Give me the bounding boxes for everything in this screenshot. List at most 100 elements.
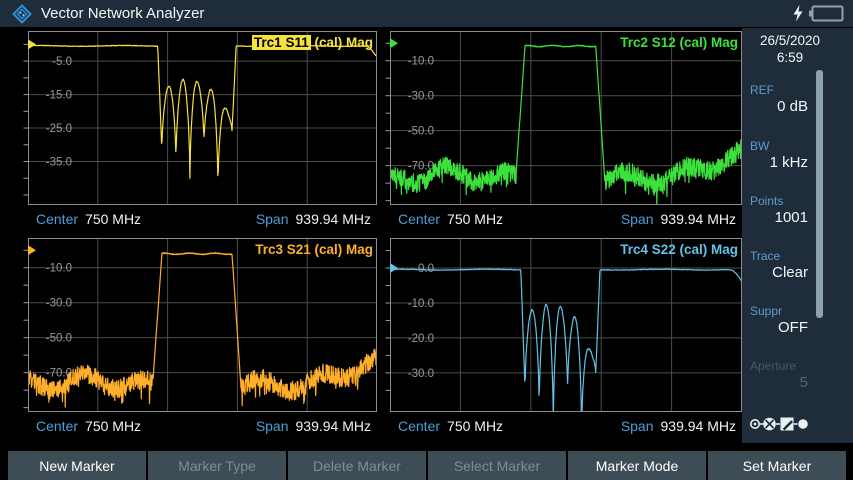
set-marker-button[interactable]: Set Marker <box>708 451 846 480</box>
param-trace[interactable]: Trace Clear <box>750 249 808 281</box>
date-value: 26/5/2020 <box>759 33 821 48</box>
y-axis-tick-label: -5.0 <box>52 56 72 68</box>
s21-trace <box>29 252 376 408</box>
trace-label-trc4: Trc4 S22 (cal) Mag <box>620 242 738 257</box>
rs-diamond-logo-icon <box>12 3 32 24</box>
param-value: OFF <box>778 319 808 336</box>
s21-chart: -10.0 -30.0 -50.0 -70.0 <box>23 238 377 412</box>
param-label: REF <box>750 83 774 97</box>
y-axis-tick-label: 0.0 <box>418 263 434 275</box>
param-ref[interactable]: REF 0 dB <box>750 83 808 115</box>
s22-chart: 0.0 -10.0 -20.0 -30.0 <box>385 238 742 412</box>
battery-icon <box>809 5 844 22</box>
two-port-dut-diagram-icon <box>750 417 808 431</box>
param-value: 1 kHz <box>769 154 808 171</box>
trace-label-trc1: Trc1 S11 (cal) Mag <box>251 35 373 50</box>
param-label: Points <box>750 194 784 208</box>
param-label: Suppr <box>750 304 783 318</box>
plot-area-s22[interactable]: 0.0 -10.0 -20.0 -30.0 Trc4 S22 (cal) Mag <box>385 238 742 412</box>
y-axis-tick-label: -50.0 <box>46 333 72 345</box>
center-label: Center <box>36 418 79 434</box>
new-marker-button[interactable]: New Marker <box>8 451 146 480</box>
plot-border <box>390 238 742 412</box>
s11-chart: -5.0 -15.0 -25.0 -35.0 <box>23 31 377 205</box>
plot-area-s21[interactable]: -10.0 -30.0 -50.0 -70.0 Trc3 S21 (cal) Mag <box>23 238 377 412</box>
span-value: 939.94 MHz <box>660 211 736 227</box>
trace-label-trc3: Trc3 S21 (cal) Mag <box>255 242 373 257</box>
time-value: 6:59 <box>776 50 804 65</box>
param-value: 1001 <box>774 209 808 226</box>
trace-label-trc2: Trc2 S12 (cal) Mag <box>620 35 738 50</box>
trace-format-label: (cal) Mag <box>310 35 373 50</box>
span-value: 939.94 MHz <box>660 418 736 434</box>
trace-id-label: Trc2 S12 <box>620 35 676 50</box>
freq-row-s21[interactable]: Center 750 MHz Span 939.94 MHz <box>28 412 377 440</box>
softkey-toolbar: New Marker Marker Type Delete Marker Sel… <box>8 451 846 480</box>
freq-row-s22[interactable]: Center 750 MHz Span 939.94 MHz <box>390 412 742 440</box>
s12-chart: -10.0 -30.0 -50.0 -70.0 <box>385 31 742 205</box>
freq-row-s11[interactable]: Center 750 MHz Span 939.94 MHz <box>28 205 377 233</box>
trace-id-label: Trc4 S22 <box>620 242 676 257</box>
y-axis-tick-label: -70.0 <box>408 161 434 173</box>
param-value: 0 dB <box>777 98 808 115</box>
center-label: Center <box>36 211 79 227</box>
y-axis-tick-label: -10.0 <box>408 298 434 310</box>
span-value: 939.94 MHz <box>295 418 371 434</box>
span-label: Span <box>620 211 654 227</box>
center-value: 750 MHz <box>85 418 142 434</box>
y-axis-tick-label: -35.0 <box>46 157 72 169</box>
ref-level-marker <box>390 38 398 49</box>
ref-level-marker <box>28 39 36 50</box>
charging-bolt-icon <box>793 5 803 22</box>
y-axis-tick-label: -20.0 <box>408 333 434 345</box>
param-value: 5 <box>799 374 808 391</box>
ref-level-marker <box>390 263 398 274</box>
y-axis-tick-label: -10.0 <box>408 56 434 68</box>
plot-border <box>28 31 377 205</box>
panel-s11: -5.0 -15.0 -25.0 -35.0 Trc1 S11 (cal) Mag Ce… <box>23 31 377 233</box>
s12-trace <box>391 44 741 204</box>
date-time-display: 26/5/2020 6:59 <box>742 32 838 66</box>
ref-level-marker <box>28 245 36 256</box>
y-axis-tick-label: -70.0 <box>46 368 72 380</box>
marker-mode-button[interactable]: Marker Mode <box>568 451 706 480</box>
param-label: Trace <box>750 249 781 263</box>
y-axis-tick-label: -25.0 <box>46 123 72 135</box>
center-label: Center <box>398 418 441 434</box>
title-bar: Vector Network Analyzer <box>0 0 853 27</box>
span-label: Span <box>255 418 289 434</box>
select-marker-button[interactable]: Select Marker <box>428 451 566 480</box>
panel-s22: 0.0 -10.0 -20.0 -30.0 Trc4 S22 (cal) Mag Cen… <box>385 238 742 440</box>
plot-area-s11[interactable]: -5.0 -15.0 -25.0 -35.0 Trc1 S11 (cal) Mag <box>23 31 377 205</box>
y-axis-tick-label: -10.0 <box>46 263 72 275</box>
y-axis-tick-label: -30.0 <box>408 91 434 103</box>
y-axis-tick-label: -30.0 <box>408 368 434 380</box>
param-value: Clear <box>772 264 808 281</box>
span-value: 939.94 MHz <box>295 211 371 227</box>
trace-format-label: (cal) Mag <box>310 242 373 257</box>
span-label: Span <box>255 211 289 227</box>
y-axis-tick-label: -50.0 <box>408 126 434 138</box>
param-label: BW <box>750 139 770 153</box>
s11-trace <box>29 44 376 179</box>
y-axis-tick-label: -15.0 <box>46 90 72 102</box>
s22-trace <box>391 268 741 411</box>
span-label: Span <box>620 418 654 434</box>
param-points[interactable]: Points 1001 <box>750 194 808 226</box>
app-title: Vector Network Analyzer <box>41 5 205 22</box>
center-value: 750 MHz <box>85 211 142 227</box>
param-suppr[interactable]: Suppr OFF <box>750 304 808 336</box>
scrollbar-thumb[interactable] <box>816 70 823 318</box>
plot-area-s12[interactable]: -10.0 -30.0 -50.0 -70.0 Trc2 S12 (cal) Mag <box>385 31 742 205</box>
param-label: Aperture <box>750 359 797 373</box>
center-label: Center <box>398 211 441 227</box>
param-aperture: Aperture 5 <box>750 359 808 391</box>
param-bw[interactable]: BW 1 kHz <box>750 139 808 171</box>
plot-border <box>390 31 742 205</box>
freq-row-s12[interactable]: Center 750 MHz Span 939.94 MHz <box>390 205 742 233</box>
panel-s21: -10.0 -30.0 -50.0 -70.0 Trc3 S21 (cal) Mag C… <box>23 238 377 440</box>
delete-marker-button[interactable]: Delete Marker <box>288 451 426 480</box>
plot-border <box>28 238 377 412</box>
marker-type-button[interactable]: Marker Type <box>148 451 286 480</box>
